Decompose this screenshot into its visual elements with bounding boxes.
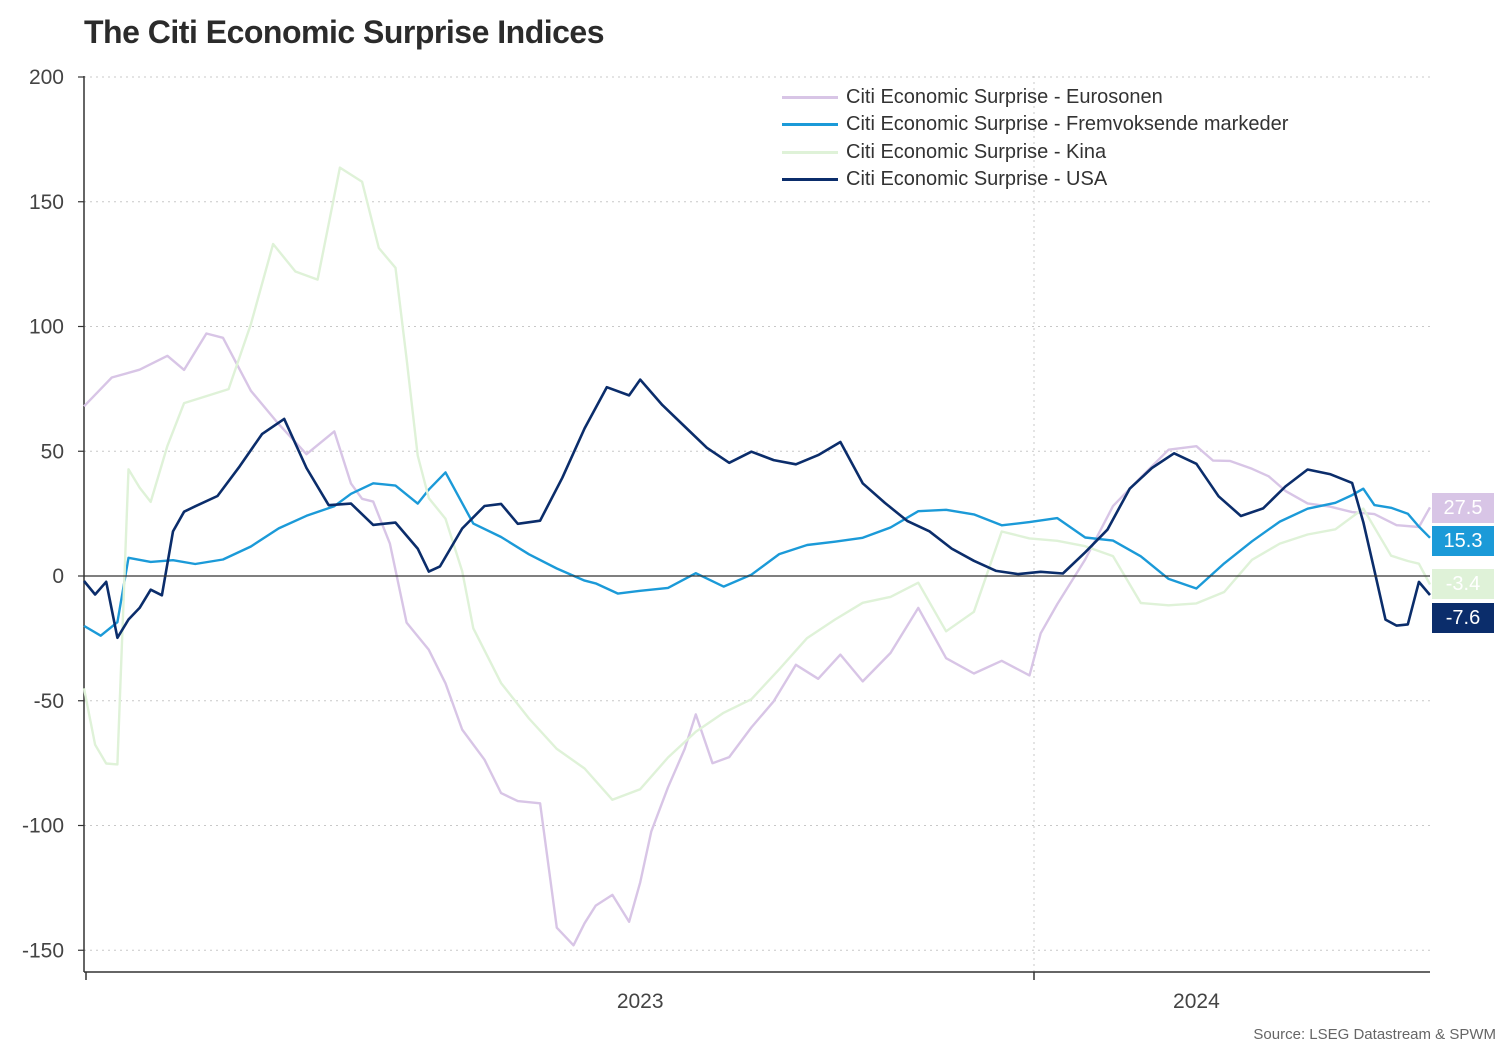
end-label-eurosonen: 27.5 (1432, 493, 1494, 523)
chart-title: The Citi Economic Surprise Indices (84, 14, 605, 50)
legend-item-eurosonen: Citi Economic Surprise - Eurosonen (782, 84, 1288, 111)
y-tick-label-4: 0 (52, 565, 64, 588)
legend-swatch-kina (782, 150, 838, 154)
end-label-kina: -3.4 (1432, 569, 1494, 599)
legend-label-usa: Citi Economic Surprise - USA (846, 168, 1108, 191)
legend-item-fremvoksende: Citi Economic Surprise - Fremvoksende ma… (782, 111, 1288, 138)
series-line-kina (82, 166, 1432, 801)
y-tick-label-7: -150 (22, 939, 64, 962)
source-note: Source: LSEG Datastream & SPWM (1253, 1026, 1496, 1043)
legend-swatch-usa (782, 178, 838, 182)
x-tick-label-2024: 2024 (1173, 990, 1220, 1013)
legend-label-eurosonen: Citi Economic Surprise - Eurosonen (846, 86, 1163, 109)
y-tick-label-5: -50 (34, 690, 64, 713)
end-label-fremvoksende: 15.3 (1432, 526, 1494, 556)
series-lines (82, 166, 1432, 947)
y-tick-label-2: 100 (29, 316, 64, 339)
series-line-usa (82, 378, 1431, 640)
x-tick-label-2023: 2023 (617, 990, 664, 1013)
y-tick-label-3: 50 (41, 440, 64, 463)
legend-item-usa: Citi Economic Surprise - USA (782, 166, 1288, 193)
gridlines (84, 76, 1430, 972)
legend-swatch-eurosonen (782, 96, 838, 100)
y-tick-label-1: 150 (29, 191, 64, 214)
end-label-usa: -7.6 (1432, 603, 1494, 633)
legend-item-kina: Citi Economic Surprise - Kina (782, 139, 1288, 166)
y-tick-label-0: 200 (29, 66, 64, 89)
legend-swatch-fremvoksende (782, 123, 838, 127)
legend-label-kina: Citi Economic Surprise - Kina (846, 140, 1107, 163)
series-line-fremvoksende (83, 471, 1431, 637)
legend: Citi Economic Surprise - Eurosonen Citi … (782, 84, 1288, 193)
series-line-eurosonen (83, 332, 1432, 947)
y-tick-label-6: -100 (22, 815, 64, 838)
legend-label-fremvoksende: Citi Economic Surprise - Fremvoksende ma… (846, 113, 1289, 136)
axes: 200 150 100 50 0 -50 -100 -150 2023 2024 (22, 66, 1430, 1013)
